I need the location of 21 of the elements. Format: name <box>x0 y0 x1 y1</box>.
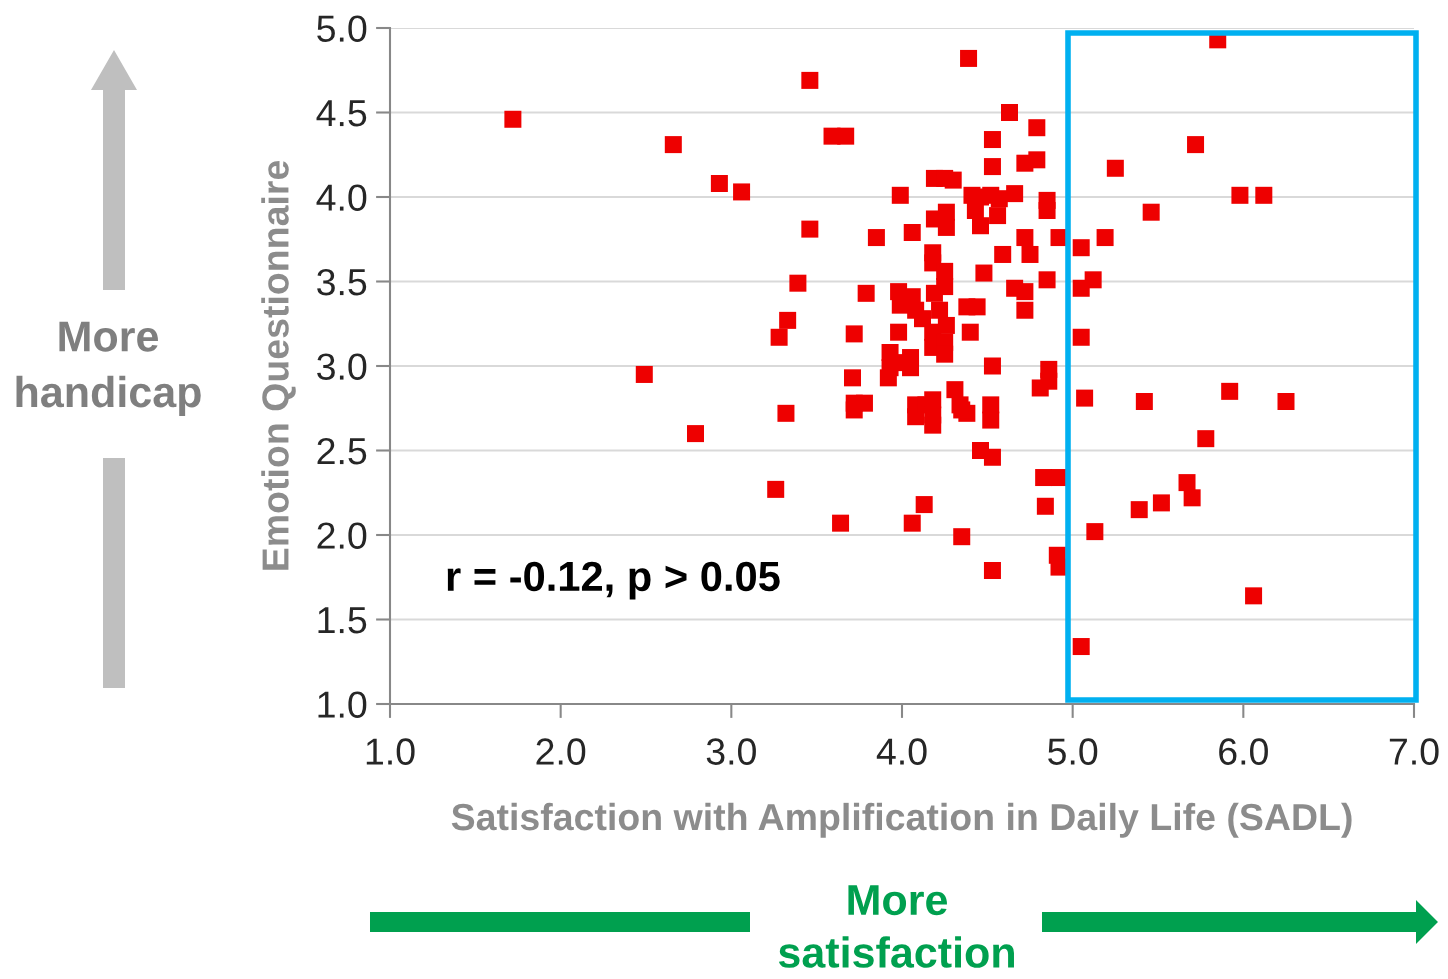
x-tick-label: 4.0 <box>876 738 927 765</box>
y-tick-label: 5.0 <box>317 15 367 42</box>
y-tick-label: 4.0 <box>316 184 367 211</box>
x-tick-label: 1.0 <box>366 738 415 765</box>
y-tick-label: 2.0 <box>317 522 367 549</box>
y-tick-label: 3.0 <box>317 353 367 380</box>
y-tick-label: 1.5 <box>318 607 367 634</box>
y-axis-title: Emotion Questionnaire <box>261 161 296 570</box>
x-tick-label: 6.0 <box>1219 738 1268 765</box>
x-tick-label: 5.0 <box>1048 738 1098 765</box>
x-tick-label: 2.0 <box>536 738 586 765</box>
y-tick-label: 1.0 <box>318 691 367 718</box>
x-axis-title: Satisfaction with Amplification in Daily Life (SADL) <box>451 802 1352 838</box>
y-tick-label: 4.5 <box>316 100 367 127</box>
text: More satisfaction <box>778 885 1014 968</box>
x-tick-label: 3.0 <box>706 738 756 765</box>
y-tick-label: 2.5 <box>317 437 367 465</box>
annotation: r = -0.12, p > 0.05 <box>447 561 780 600</box>
y-tick-label: 3.5 <box>317 268 367 296</box>
x-tick-label: 7.0 <box>1389 738 1439 765</box>
text: More handicap <box>16 321 201 416</box>
